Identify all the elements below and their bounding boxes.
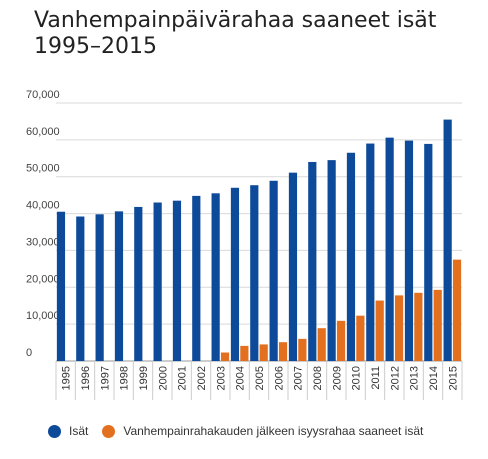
x-tick-label: 2011 bbox=[370, 366, 382, 390]
x-tick-label: 1996 bbox=[80, 366, 92, 390]
bar-isyysraha bbox=[317, 328, 326, 361]
x-tick-label: 2000 bbox=[157, 366, 169, 390]
bar-isyysraha bbox=[375, 300, 384, 361]
bar-isat bbox=[385, 137, 394, 361]
bar-isat bbox=[366, 143, 375, 361]
legend-marker-isyysraha bbox=[102, 424, 116, 438]
x-tick-label: 2007 bbox=[293, 366, 305, 390]
x-tick-label: 2014 bbox=[428, 366, 440, 390]
y-tick-label: 60,000 bbox=[26, 126, 60, 138]
bar-isyysraha bbox=[220, 352, 230, 361]
x-tick-label: 2002 bbox=[196, 366, 208, 390]
bar-isyysraha bbox=[433, 289, 442, 361]
bar-isyysraha bbox=[394, 295, 404, 361]
y-tick-label: 40,000 bbox=[26, 200, 60, 212]
x-tick-label: 2012 bbox=[389, 366, 401, 390]
legend-marker-isat bbox=[48, 424, 61, 438]
bar-isyysraha bbox=[259, 344, 268, 361]
bar-isyysraha bbox=[356, 315, 365, 361]
bar-isyysraha bbox=[452, 259, 462, 361]
x-tick-label: 2006 bbox=[273, 366, 285, 390]
bar-isat bbox=[172, 200, 182, 361]
bar-isat bbox=[327, 160, 336, 361]
bar-isat bbox=[308, 161, 317, 361]
x-tick-label: 2004 bbox=[235, 366, 247, 390]
bar-isyysraha bbox=[240, 345, 249, 361]
chart-title: Vanhempainpäivärahaa saaneet isät 1995–2… bbox=[34, 8, 474, 60]
x-tick-label: 1995 bbox=[61, 366, 73, 390]
bar-isat bbox=[56, 211, 66, 361]
bar-isyysraha bbox=[414, 292, 423, 361]
legend-item-isat: Isät bbox=[48, 424, 88, 438]
bar-isyysraha bbox=[336, 320, 346, 361]
x-tick-label: 2013 bbox=[409, 366, 421, 390]
bar-isat bbox=[153, 202, 162, 361]
x-tick-label: 1998 bbox=[119, 366, 131, 390]
legend-item-isyysraha: Vanhempainrahakauden jälkeen isyysrahaa … bbox=[102, 424, 423, 438]
bar-isat bbox=[404, 140, 414, 361]
x-tick-label: 2009 bbox=[331, 366, 343, 390]
bar-isat bbox=[192, 195, 201, 361]
chart-title-text: Vanhempainpäivärahaa saaneet isät bbox=[34, 8, 437, 33]
y-tick-label: 50,000 bbox=[26, 163, 60, 175]
x-tick-label: 1999 bbox=[138, 366, 150, 390]
y-tick-label: 70,000 bbox=[26, 89, 60, 101]
bar-isyysraha bbox=[298, 338, 307, 361]
bar-isat bbox=[114, 211, 124, 361]
bar-isat bbox=[250, 185, 259, 361]
y-tick-label: 10,000 bbox=[26, 310, 60, 322]
x-tick-label: 2005 bbox=[254, 366, 266, 390]
x-tick-label: 2008 bbox=[312, 366, 324, 390]
y-tick-label: 30,000 bbox=[26, 236, 60, 248]
chart-legend: Isät Vanhempainrahakauden jälkeen isyysr… bbox=[48, 424, 437, 438]
bar-isat bbox=[269, 180, 278, 361]
bar-isat bbox=[424, 143, 433, 361]
y-tick-label: 20,000 bbox=[26, 273, 60, 285]
chart-subtitle-text: 1995–2015 bbox=[34, 34, 157, 59]
bar-isat bbox=[346, 152, 356, 361]
legend-label-isat: Isät bbox=[69, 424, 89, 438]
bar-isyysraha bbox=[278, 342, 288, 361]
bar-isat bbox=[443, 119, 452, 361]
bar-isat bbox=[230, 187, 240, 361]
x-tick-label: 2001 bbox=[177, 366, 189, 390]
bar-isat bbox=[76, 216, 85, 361]
bar-isat bbox=[211, 193, 220, 361]
x-tick-label: 1997 bbox=[99, 366, 111, 390]
x-tick-label: 2003 bbox=[215, 366, 227, 390]
bar-isat bbox=[95, 214, 104, 361]
bar-isat bbox=[134, 206, 143, 361]
bar-isat bbox=[288, 172, 298, 361]
y-tick-label: 0 bbox=[26, 347, 32, 359]
legend-label-isyysraha: Vanhempainrahakauden jälkeen isyysrahaa … bbox=[123, 424, 424, 438]
x-tick-label: 2010 bbox=[351, 366, 363, 390]
x-tick-label: 2015 bbox=[447, 366, 459, 390]
